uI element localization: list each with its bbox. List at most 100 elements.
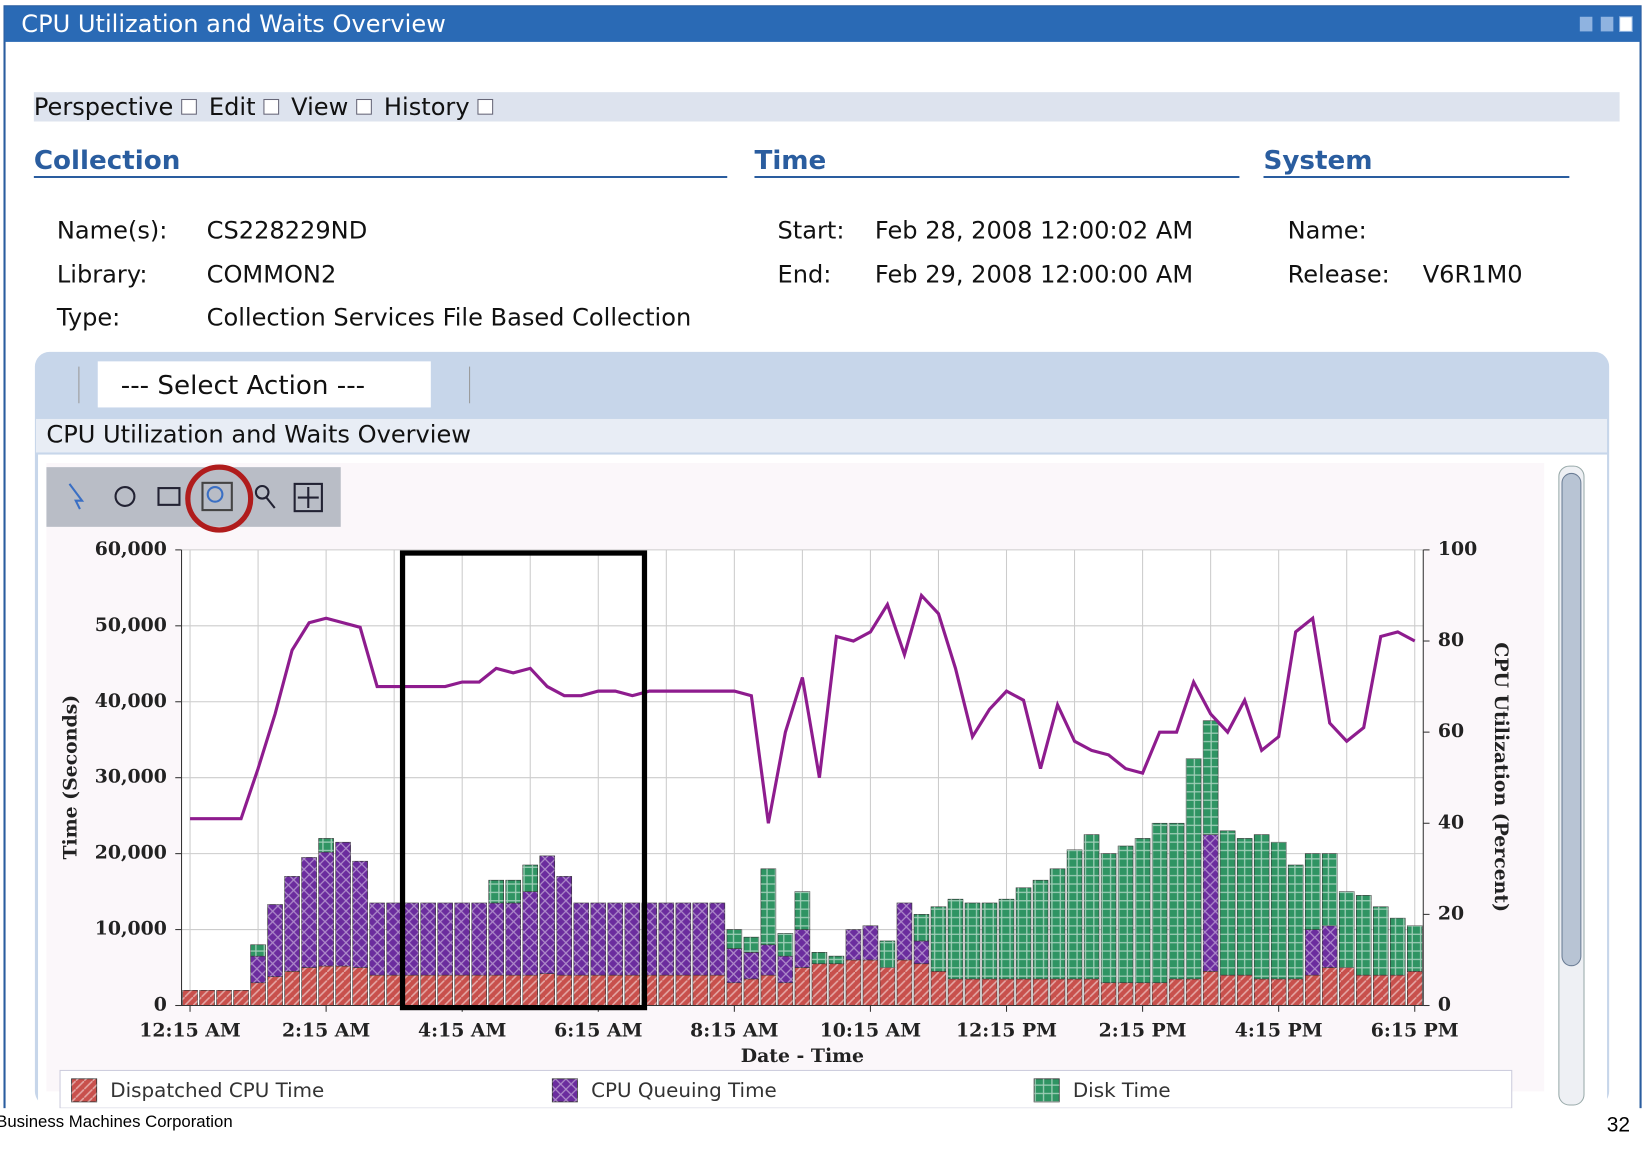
bar-texture	[862, 959, 878, 1006]
bar-texture	[250, 982, 266, 1006]
field-value: COMMON2	[207, 260, 337, 288]
bar-texture	[1033, 978, 1048, 1006]
footer-text: Business Machines Corporation	[0, 1112, 233, 1131]
bar-texture	[1186, 758, 1202, 979]
field-label: Release:	[1288, 260, 1390, 288]
action-select[interactable]	[97, 361, 431, 408]
legend-texture	[71, 1078, 97, 1102]
bar-texture	[811, 952, 827, 964]
bar-texture	[488, 902, 504, 976]
selection-box	[399, 550, 648, 1011]
field-value: Feb 28, 2008 12:00:02 AM	[875, 216, 1193, 244]
bar-texture	[624, 975, 640, 1006]
menu-arrow[interactable]	[356, 98, 372, 115]
x-tick-label: 12:15 PM	[956, 1020, 1057, 1042]
bar-texture	[743, 952, 759, 979]
bar-texture	[1390, 918, 1406, 976]
bar-texture	[982, 978, 997, 1006]
x-tick-label: 8:15 AM	[690, 1020, 778, 1042]
legend-texture	[1034, 1078, 1060, 1102]
bar-texture	[931, 971, 946, 1006]
x-tick-label: 4:15 PM	[1235, 1020, 1323, 1042]
bar-texture	[1016, 978, 1031, 1006]
bar-texture	[1373, 906, 1389, 976]
bar-texture	[692, 902, 708, 976]
bar-texture	[914, 914, 929, 941]
menu-arrow[interactable]	[181, 98, 197, 115]
bar-texture	[743, 937, 759, 953]
bar-texture	[931, 906, 946, 972]
toolbar-icons[interactable]	[68, 481, 323, 513]
scroll-thumb[interactable]	[1561, 472, 1582, 967]
y2-axis-label: CPU Utilization (Percent)	[1490, 642, 1512, 912]
bar-texture	[760, 975, 776, 1006]
bar-texture	[1186, 978, 1202, 1006]
x-tick-label: 10:15 AM	[820, 1020, 921, 1042]
bar-texture	[522, 865, 538, 892]
bar-texture	[318, 838, 334, 853]
bar-texture	[948, 899, 963, 979]
bar-texture	[726, 929, 742, 949]
bar-texture	[403, 975, 419, 1006]
field-value: Collection Services File Based Collectio…	[207, 303, 692, 331]
bar-texture	[539, 973, 555, 1006]
bar-texture	[1084, 834, 1100, 979]
bar-texture	[267, 976, 283, 1006]
bar-texture	[505, 975, 521, 1006]
bar-texture	[1135, 982, 1151, 1006]
y-axis-label: Time (Seconds)	[60, 695, 82, 860]
bar-texture	[1322, 967, 1338, 1006]
x-tick-label: 2:15 PM	[1099, 1020, 1187, 1042]
bar-texture	[1237, 838, 1253, 976]
bar-texture	[488, 880, 504, 903]
legend-texture	[552, 1078, 578, 1102]
bar-texture	[658, 902, 674, 976]
bar-texture	[794, 891, 810, 930]
footer-bg	[0, 1108, 1643, 1149]
menu-item[interactable]: Perspective	[34, 93, 173, 121]
bar-texture	[999, 978, 1014, 1006]
bar-texture	[1322, 853, 1338, 926]
bar-texture	[862, 925, 878, 960]
menu-item[interactable]: Edit	[209, 93, 256, 121]
section-heading: Collection	[34, 146, 181, 176]
x-tick-label: 4:15 AM	[418, 1020, 506, 1042]
bar-texture	[1152, 823, 1168, 983]
bar-texture	[216, 990, 232, 1006]
bar-texture	[369, 975, 385, 1006]
bar-texture	[1067, 978, 1083, 1006]
bar-texture	[335, 966, 351, 1006]
bar-texture	[1254, 978, 1270, 1006]
bar-texture	[386, 975, 402, 1006]
bar-texture	[760, 944, 776, 976]
highlight-circle	[185, 464, 254, 533]
bar-texture	[522, 891, 538, 976]
bar-texture	[318, 966, 334, 1006]
bar-texture	[471, 975, 487, 1006]
bar-texture	[982, 902, 997, 979]
legend-label: CPU Queuing Time	[591, 1079, 777, 1102]
menu-arrow[interactable]	[477, 98, 494, 115]
bar-texture	[250, 944, 266, 957]
menu-arrow[interactable]	[263, 98, 280, 115]
y2-tick-label: 0	[1438, 994, 1451, 1016]
bar-texture	[1050, 868, 1065, 979]
bar-texture	[1288, 978, 1304, 1006]
bar-texture	[1101, 853, 1117, 983]
action-label[interactable]: --- Select Action ---	[121, 371, 365, 401]
bar-texture	[199, 990, 215, 1006]
bar-texture	[539, 855, 555, 974]
bar-texture	[658, 975, 674, 1006]
bar-texture	[1169, 823, 1185, 979]
menu-item[interactable]: View	[291, 93, 348, 121]
bar-texture	[1220, 975, 1236, 1006]
bar-texture	[488, 975, 504, 1006]
bar-texture	[675, 975, 691, 1006]
section-heading: System	[1264, 146, 1373, 176]
menu-item[interactable]: History	[384, 93, 470, 121]
window-controls[interactable]	[1579, 16, 1633, 32]
bar-texture	[1237, 975, 1253, 1006]
line-series	[190, 592, 1416, 824]
bar-texture	[607, 902, 623, 976]
